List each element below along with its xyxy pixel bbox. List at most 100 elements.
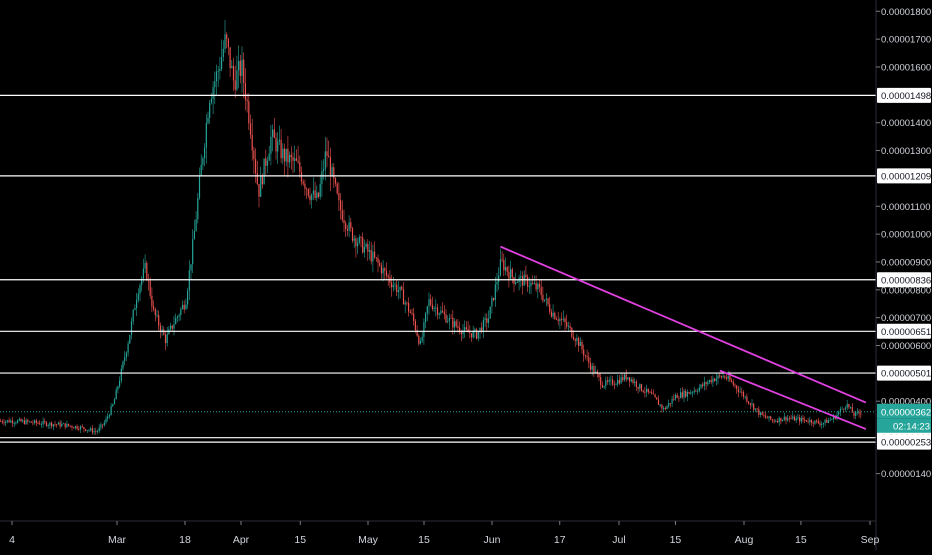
candle xyxy=(584,354,586,360)
candle xyxy=(727,370,729,382)
trendline[interactable] xyxy=(500,245,867,404)
candle-body xyxy=(584,355,586,357)
candle-body xyxy=(540,287,542,295)
candle-body xyxy=(238,60,240,71)
candle xyxy=(193,219,195,240)
candle xyxy=(117,385,119,394)
candle-body xyxy=(93,431,95,433)
candle xyxy=(515,272,517,286)
candle xyxy=(17,419,19,424)
candle-body xyxy=(647,388,649,392)
candle-body xyxy=(362,237,364,253)
candle xyxy=(340,193,342,220)
candle-body xyxy=(622,377,624,381)
candle-body xyxy=(188,270,190,291)
candle-body xyxy=(428,299,430,307)
candle xyxy=(37,421,39,425)
candle xyxy=(759,411,762,418)
candle-body xyxy=(365,243,367,247)
candle xyxy=(81,424,83,429)
candle xyxy=(513,276,515,293)
candle xyxy=(574,337,576,347)
candle-body xyxy=(110,406,112,416)
candle xyxy=(260,166,262,197)
candle-body xyxy=(766,417,768,419)
candle xyxy=(486,313,488,332)
x-tick-label: Jul xyxy=(612,534,625,546)
candle-body xyxy=(62,423,65,425)
candle-body xyxy=(550,311,552,317)
candle-body xyxy=(423,322,425,337)
candle xyxy=(707,379,709,387)
x-axis[interactable]: 4 Mar 18 Apr 15 May 15 Jun 17 Jul 15 Aug 15 Sep xyxy=(9,521,879,546)
candle-body xyxy=(294,158,296,161)
y-axis[interactable]: 0.000019000.000018000.000017000.00001600… xyxy=(876,0,931,480)
candle xyxy=(336,181,338,195)
candle xyxy=(348,215,350,238)
candle xyxy=(561,312,563,326)
candle-body xyxy=(741,391,743,393)
candle xyxy=(88,428,90,433)
candle-body xyxy=(690,392,692,394)
candle xyxy=(664,406,666,411)
candle xyxy=(282,143,284,165)
candle-body xyxy=(799,417,801,422)
candle-body xyxy=(761,412,763,415)
candle-body xyxy=(625,374,627,380)
candle-body xyxy=(275,137,277,152)
candle-body xyxy=(414,321,416,331)
candle-body xyxy=(790,418,792,420)
candle-body xyxy=(399,286,401,291)
candle-body xyxy=(520,276,522,278)
candle-body xyxy=(649,391,651,393)
candle-body xyxy=(317,192,320,197)
candle-body xyxy=(504,267,507,271)
candle-body xyxy=(144,262,146,269)
candle-body xyxy=(486,318,488,323)
candle-body xyxy=(333,167,335,179)
candle-body xyxy=(552,312,554,317)
candle xyxy=(436,303,439,320)
candle-body xyxy=(183,304,185,310)
candle xyxy=(197,192,199,224)
candle-body xyxy=(241,59,243,76)
candle-body xyxy=(370,250,372,262)
candle xyxy=(119,376,121,389)
candle-body xyxy=(749,403,751,405)
candle-body xyxy=(34,420,36,423)
candle xyxy=(780,417,782,425)
candle xyxy=(537,281,539,299)
candle xyxy=(5,420,7,427)
candle-body xyxy=(780,417,782,422)
candle-body xyxy=(243,59,245,83)
candle xyxy=(544,299,546,303)
candle xyxy=(334,177,337,187)
candle-body xyxy=(615,384,617,386)
candle xyxy=(770,415,772,421)
candle-body xyxy=(159,325,161,332)
candle-body xyxy=(426,306,428,314)
candle-body xyxy=(187,290,189,305)
candle-body xyxy=(130,321,133,335)
x-tick-label: 15 xyxy=(795,534,807,546)
candle-body xyxy=(102,424,104,426)
candle-body xyxy=(95,431,97,432)
candle xyxy=(765,412,767,420)
candle-body xyxy=(562,318,564,320)
level-label: 0.00000836 xyxy=(881,275,931,286)
candle xyxy=(108,413,110,419)
candle xyxy=(800,415,802,424)
candle-body xyxy=(139,285,141,294)
candle-body xyxy=(595,371,597,373)
candle xyxy=(345,220,347,237)
trendline[interactable] xyxy=(719,369,867,430)
candle-body xyxy=(705,382,707,385)
candle xyxy=(231,59,233,69)
candle-body xyxy=(564,318,566,323)
candle-body xyxy=(127,343,129,353)
candle-body xyxy=(8,420,10,423)
candle-body xyxy=(802,417,804,420)
candle xyxy=(612,375,614,387)
